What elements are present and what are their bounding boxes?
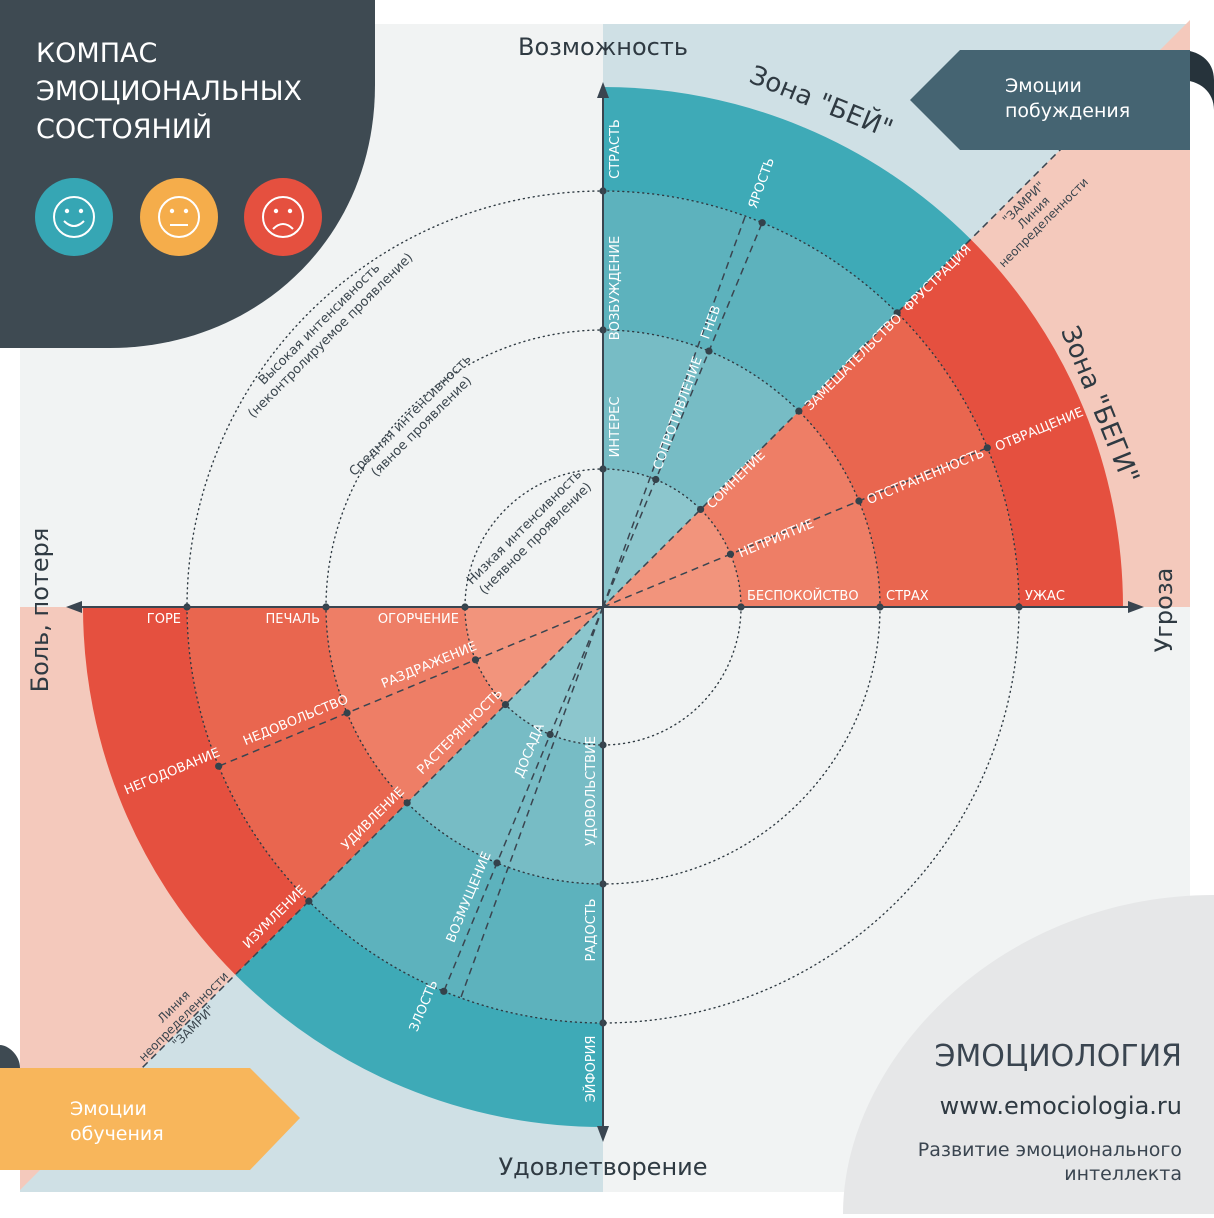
teal-sector — [603, 191, 898, 412]
intensity-dot — [403, 799, 411, 807]
intensity-dot — [652, 475, 660, 484]
sad-face-icon — [244, 178, 322, 256]
arrow-down-icon — [597, 1126, 609, 1142]
smile-face-icon — [35, 178, 113, 256]
red-sector — [700, 411, 880, 607]
axis-label-left: Боль, потеря — [26, 528, 54, 693]
dashed-guides — [107, 111, 1099, 1103]
neutral-face-icon — [140, 178, 218, 256]
emotion-dash-line — [218, 606, 604, 767]
emotion-label: ИНТЕРЕС — [608, 397, 623, 458]
intensity-dot — [493, 859, 501, 867]
emotion-label: СТРАХ — [886, 589, 929, 604]
arrow-right-icon — [1128, 601, 1144, 613]
intensity-dot — [726, 550, 735, 558]
emotion-label: УЖАС — [1025, 589, 1065, 604]
arrow-left-icon — [66, 601, 82, 613]
intensity-dot — [893, 309, 901, 317]
teal-sector — [235, 901, 603, 1127]
arrow-up-icon — [597, 82, 609, 98]
emotion-dash-line — [443, 606, 604, 992]
emotion-label: ВОЗБУЖДЕНИЕ — [608, 236, 623, 340]
intensity-dot — [343, 709, 351, 717]
teal-sector — [407, 704, 603, 884]
intensity-dot — [215, 762, 223, 770]
red-sector — [603, 509, 741, 607]
header-panel: КОМПАС ЭМОЦИОНАЛЬНЫХ СОСТОЯНИЙ — [0, 0, 375, 348]
title-line-1: КОМПАС — [36, 38, 157, 69]
emotion-label: РАДОСТЬ — [584, 898, 599, 961]
intensity-dot — [546, 730, 554, 739]
teal-sector — [603, 469, 701, 607]
intensity-dot — [471, 656, 480, 664]
teal-sector — [308, 802, 603, 1023]
teal-sector — [603, 87, 971, 313]
teal-sector — [505, 607, 603, 745]
intensity-dot — [696, 505, 705, 514]
title-line-2: ЭМОЦИОНАЛЬНЫХ — [36, 76, 302, 107]
teal-sector — [603, 330, 799, 510]
emotion-dash-line — [602, 215, 746, 608]
emotion-label: ГОРЕ — [147, 612, 181, 627]
svg-text:обучения: обучения — [70, 1123, 164, 1145]
brand-name: ЭМОЦИОЛОГИЯ — [934, 1039, 1182, 1074]
red-sector — [465, 607, 603, 705]
brand-panel: ЭМОЦИОЛОГИЯ www.emociologia.ru Развитие … — [843, 895, 1214, 1214]
intensity-dot — [855, 497, 863, 505]
emotion-label: УДОВОЛЬСТВИЕ — [584, 736, 599, 846]
emotion-dash-line — [602, 222, 763, 608]
emotion-label: БЕСПОКОЙСТВО — [747, 588, 859, 604]
intensity-dot — [501, 700, 510, 709]
intensity-dot — [758, 219, 766, 227]
tag-motivation: Эмоции побуждения — [910, 50, 1214, 150]
emotion-sectors — [83, 87, 1123, 1127]
intensity-dot — [795, 407, 803, 415]
svg-text:Эмоции: Эмоции — [70, 1098, 147, 1120]
emotion-label: ПЕЧАЛЬ — [266, 612, 321, 627]
red-sector — [187, 607, 408, 902]
svg-text:побуждения: побуждения — [1005, 100, 1130, 122]
intensity-dot — [440, 987, 448, 995]
tag-learning: Эмоции обучения — [0, 1045, 300, 1170]
red-sector — [326, 607, 506, 803]
emotion-label: ЭЙФОРИЯ — [583, 1036, 599, 1103]
emotion-dash-line — [460, 606, 604, 999]
red-sector — [798, 312, 1019, 607]
brand-subtitle-2: интеллекта — [1064, 1163, 1182, 1185]
red-sector — [83, 607, 309, 975]
axes — [66, 82, 1144, 1142]
emotion-label: ОГОРЧЕНИЕ — [378, 612, 459, 627]
svg-text:Эмоции: Эмоции — [1005, 75, 1082, 97]
emotion-dash-line — [602, 447, 988, 608]
axis-label-bottom: Удовлетворение — [498, 1153, 707, 1181]
intensity-dot — [983, 444, 991, 452]
brand-subtitle-1: Развитие эмоционального — [918, 1139, 1182, 1161]
axis-label-right: Угроза — [1150, 568, 1178, 653]
intensity-dot — [305, 897, 313, 905]
intensity-dot — [705, 347, 713, 355]
brand-url[interactable]: www.emociologia.ru — [940, 1092, 1182, 1120]
title-line-3: СОСТОЯНИЙ — [36, 113, 212, 145]
emotion-label: СТРАСТЬ — [608, 119, 623, 179]
axis-label-top: Возможность — [518, 33, 688, 61]
red-sector — [897, 239, 1123, 607]
